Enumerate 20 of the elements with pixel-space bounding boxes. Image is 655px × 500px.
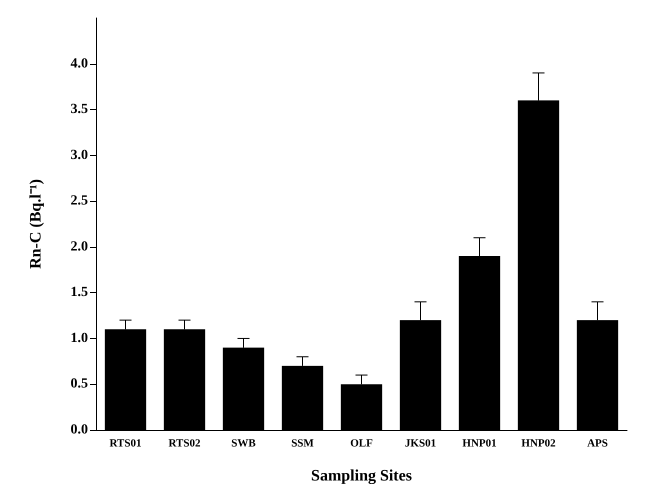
y-tick-label: 1.5	[70, 285, 88, 300]
y-tick-label: 0.0	[70, 422, 88, 438]
x-tick-label: HNP01	[462, 438, 497, 450]
x-tick-label: OLF	[350, 438, 374, 450]
x-tick-label: SSM	[291, 438, 314, 450]
y-axis-title: Rn-C (Bq.l⁻¹)	[28, 179, 44, 269]
x-tick-label: SWB	[231, 438, 256, 450]
y-tick-label: 3.0	[70, 148, 88, 163]
x-tick-label: RTS02	[168, 438, 202, 450]
y-tick-label: 3.5	[70, 102, 88, 118]
x-tick-label: RTS01	[109, 438, 142, 450]
y-tick-label: 1.0	[70, 330, 88, 346]
y-tick-label: 2.5	[70, 194, 88, 209]
x-tick-label: APS	[587, 438, 608, 450]
y-tick-label: 2.0	[70, 239, 88, 254]
y-tick-label: 4.0	[70, 56, 88, 72]
y-tick-label: 0.5	[70, 376, 88, 392]
x-tick-label: JKS01	[404, 438, 436, 450]
x-axis-title: Sampling Sites	[311, 468, 412, 484]
x-tick-label: HNP02	[521, 438, 556, 450]
